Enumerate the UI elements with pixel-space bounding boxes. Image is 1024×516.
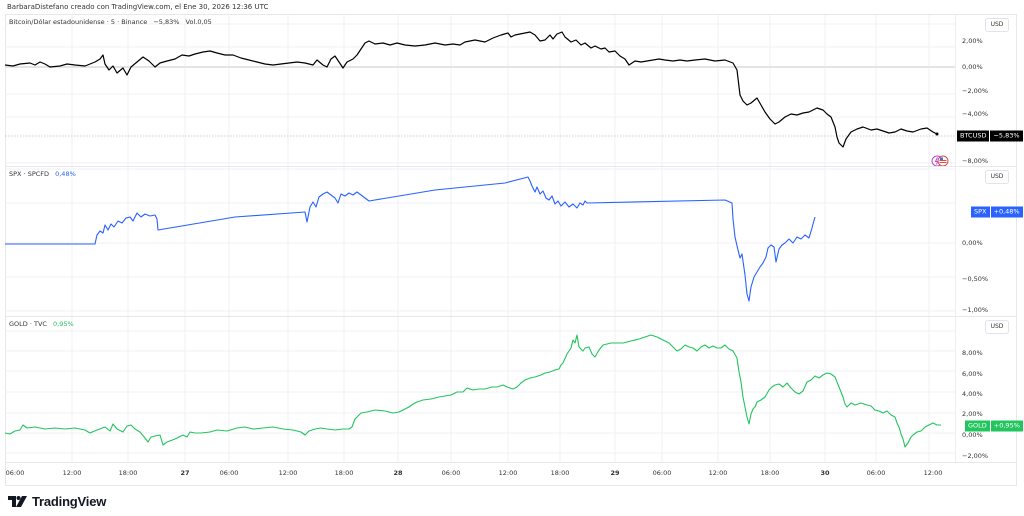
spx-legend-change: 0,48% [55, 170, 76, 178]
time-tick: 06:00 [5, 469, 25, 477]
btc-price-tag: BTCUSD −5,83% [957, 130, 1023, 142]
spx-currency-label[interactable]: USD [985, 170, 1009, 184]
spx-legend[interactable]: SPX · SPCFD 0,48% [9, 170, 76, 178]
gold-tick: −2,00% [962, 452, 989, 460]
gold-tick: 4,00% [962, 390, 983, 398]
economic-events-icons[interactable] [931, 152, 955, 167]
gold-tick: 8,00% [962, 349, 983, 357]
time-tick: 06:00 [652, 469, 672, 477]
tradingview-logo-text: TradingView [32, 494, 107, 509]
gold-tick: 6,00% [962, 370, 983, 378]
gold-chart [5, 317, 955, 462]
btc-legend-title: Bitcoin/Dólar estadounidense · 5 · Binan… [9, 18, 148, 26]
gold-tag-symbol: GOLD [965, 420, 990, 432]
gold-tag-value: +0,95% [990, 420, 1023, 432]
attribution-text: BarbaraDistefano creado con TradingView.… [7, 3, 269, 11]
gold-currency-label[interactable]: USD [985, 320, 1009, 334]
gold-pane[interactable]: GOLD · TVC 0,95% [5, 317, 955, 462]
spx-price-tag: SPX +0,48% [971, 206, 1023, 218]
spx-price-axis[interactable]: USD 0,00% −0,50% −1,00% [955, 167, 1018, 316]
gold-legend[interactable]: GOLD · TVC 0,95% [9, 320, 74, 328]
spx-tick: 0,00% [962, 239, 983, 247]
spx-tag-value: +0,48% [990, 206, 1023, 218]
btc-legend-volume: Vol.0,05 [185, 18, 212, 26]
btc-tick: −2,00% [962, 87, 989, 95]
tradingview-logo[interactable]: TradingView [8, 494, 106, 509]
time-axis-divider [5, 462, 1017, 463]
time-tick: 12:00 [498, 469, 518, 477]
btc-tick: −4,00% [962, 110, 989, 118]
gold-price-axis[interactable]: USD 8,00% 6,00% 4,00% 2,00% 0,00% −2,00% [955, 317, 1018, 462]
gold-legend-change: 0,95% [53, 320, 74, 328]
time-tick: 18:00 [334, 469, 354, 477]
btc-tick: 0,00% [962, 63, 983, 71]
btc-chart [5, 15, 955, 166]
time-tick: 18:00 [118, 469, 138, 477]
gold-tick: 0,00% [962, 431, 983, 439]
btc-tag-value: −5,83% [990, 130, 1023, 142]
btc-tick: −8,00% [962, 157, 989, 165]
spx-tag-symbol: SPX [971, 206, 990, 218]
time-tick: 18:00 [760, 469, 780, 477]
btc-currency-label[interactable]: USD [985, 18, 1009, 32]
pane-divider[interactable] [5, 316, 1017, 317]
time-tick: 06:00 [441, 469, 461, 477]
spx-tick: −0,50% [962, 275, 989, 283]
spx-legend-title: SPX · SPCFD [9, 170, 50, 178]
btc-pane[interactable]: Bitcoin/Dólar estadounidense · 5 · Binan… [5, 15, 955, 167]
spx-tick: −1,00% [962, 306, 989, 314]
time-axis[interactable]: 06:00 12:00 18:00 27 06:00 12:00 18:00 2… [5, 462, 955, 485]
btc-legend[interactable]: Bitcoin/Dólar estadounidense · 5 · Binan… [9, 18, 212, 26]
spx-pane[interactable]: SPX · SPCFD 0,48% [5, 167, 955, 316]
time-tick-day: 29 [610, 469, 620, 477]
tradingview-logo-icon [8, 496, 27, 507]
time-tick-day: 28 [393, 469, 403, 477]
pane-divider[interactable] [5, 166, 1017, 167]
time-tick: 12:00 [278, 469, 298, 477]
time-tick: 12:00 [62, 469, 82, 477]
gold-tick: 2,00% [962, 410, 983, 418]
time-tick: 06:00 [219, 469, 239, 477]
chart-frame [5, 14, 1017, 486]
btc-price-axis[interactable]: USD 2,00% 0,00% −2,00% −4,00% −8,00% [955, 15, 1018, 166]
gold-legend-title: GOLD · TVC [9, 320, 47, 328]
btc-tag-symbol: BTCUSD [957, 130, 990, 142]
btc-tick: 2,00% [962, 37, 983, 45]
time-tick-day: 30 [820, 469, 830, 477]
time-tick-day: 27 [180, 469, 190, 477]
time-tick: 12:00 [923, 469, 943, 477]
time-tick: 12:00 [708, 469, 728, 477]
btc-legend-change: −5,83% [153, 18, 180, 26]
time-tick: 18:00 [550, 469, 570, 477]
time-tick: 06:00 [866, 469, 886, 477]
gold-price-tag: GOLD +0,95% [965, 420, 1023, 432]
spx-chart [5, 167, 955, 316]
